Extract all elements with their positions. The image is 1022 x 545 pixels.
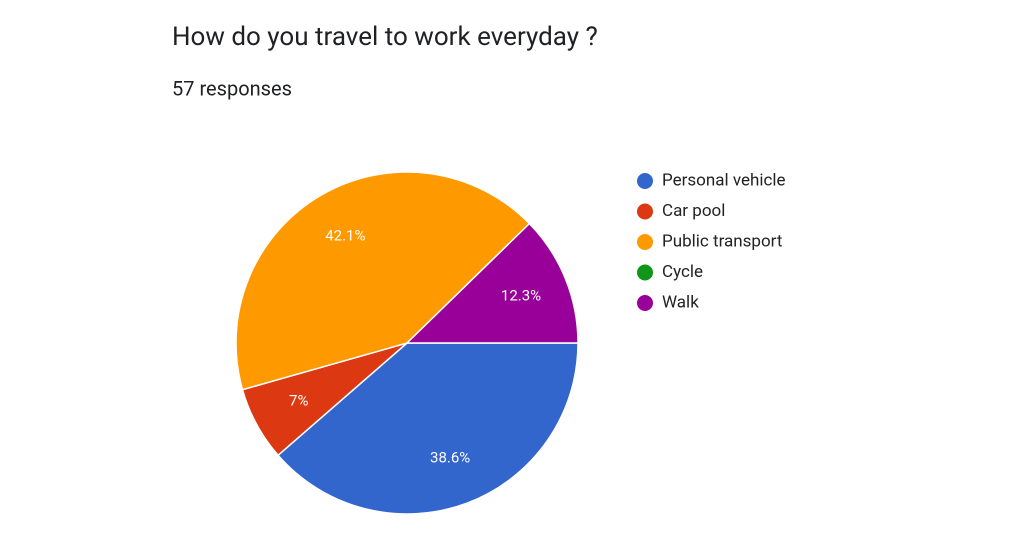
legend-swatch: [637, 173, 653, 189]
slice-label: 38.6%: [430, 448, 470, 466]
legend-label: Walk: [662, 292, 699, 312]
legend-label: Public transport: [662, 231, 782, 251]
chart-subtitle: 57 responses: [172, 76, 292, 100]
legend-swatch: [637, 234, 653, 250]
legend-swatch: [637, 295, 653, 311]
slice-label: 12.3%: [501, 287, 541, 305]
legend-label: Personal vehicle: [662, 170, 786, 190]
legend-swatch: [637, 203, 653, 220]
pie-slice: [405, 222, 579, 344]
legend-label: Car pool: [662, 201, 725, 221]
slice-label: 42.1%: [325, 226, 365, 244]
slice-label: 7%: [289, 392, 308, 410]
chart-title: How do you travel to work everyday ?: [172, 22, 598, 52]
pie-slice: [235, 171, 531, 391]
legend-label: Cycle: [662, 262, 703, 282]
pie-slice: [276, 342, 579, 515]
legend-swatch: [637, 264, 653, 281]
